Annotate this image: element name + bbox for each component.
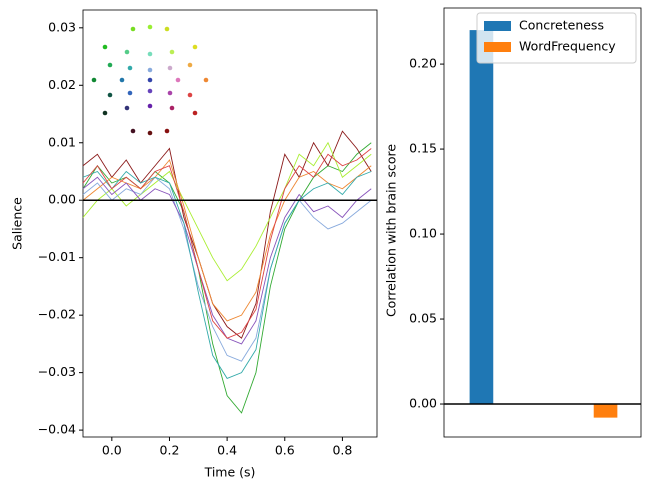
y-tick-label: 0.15 <box>409 141 437 156</box>
salience-line <box>82 159 372 322</box>
x-tick-label: 0.8 <box>332 443 352 458</box>
y-tick-label: −0.03 <box>38 364 76 379</box>
legend-swatch <box>484 42 511 52</box>
y-tick-label: 0.00 <box>48 192 76 207</box>
y-tick-label: −0.04 <box>38 422 76 437</box>
salience-line <box>82 170 372 379</box>
plot-frame <box>82 9 378 438</box>
y-tick-label: 0.20 <box>409 56 437 71</box>
salience-line <box>82 176 372 362</box>
y-tick-label: 0.02 <box>48 77 76 92</box>
x-tick-label: 0.2 <box>160 443 180 458</box>
y-tick-label: 0.10 <box>409 226 437 241</box>
bar <box>593 404 618 418</box>
y-tick-label: −0.02 <box>38 307 76 322</box>
x-tick-label: 0.0 <box>102 443 122 458</box>
legend-swatch <box>484 21 511 31</box>
legend: Concreteness WordFrequency <box>476 12 637 64</box>
sensor-layout <box>91 24 209 136</box>
legend-label: Concreteness <box>519 18 604 33</box>
y-tick-label: −0.01 <box>38 249 76 264</box>
legend-label: WordFrequency <box>519 39 616 54</box>
y-tick-label: 0.05 <box>409 311 437 326</box>
salience-line <box>82 141 372 282</box>
salience-line <box>82 148 372 339</box>
y-axis-label: Salience <box>10 197 25 250</box>
salience-line <box>82 176 372 345</box>
salience-line <box>82 130 372 339</box>
bar <box>469 30 494 405</box>
x-axis-label: Time (s) <box>204 465 256 480</box>
x-tick-label: 0.6 <box>275 443 295 458</box>
y-tick-label: 0.01 <box>48 134 76 149</box>
x-tick-label: 0.4 <box>217 443 237 458</box>
y-axis-label: Correlation with brain score <box>384 144 399 317</box>
y-tick-label: 0.00 <box>409 396 437 411</box>
plot-frame <box>443 7 642 438</box>
legend-box <box>476 12 637 64</box>
y-tick-label: 0.03 <box>48 19 76 34</box>
